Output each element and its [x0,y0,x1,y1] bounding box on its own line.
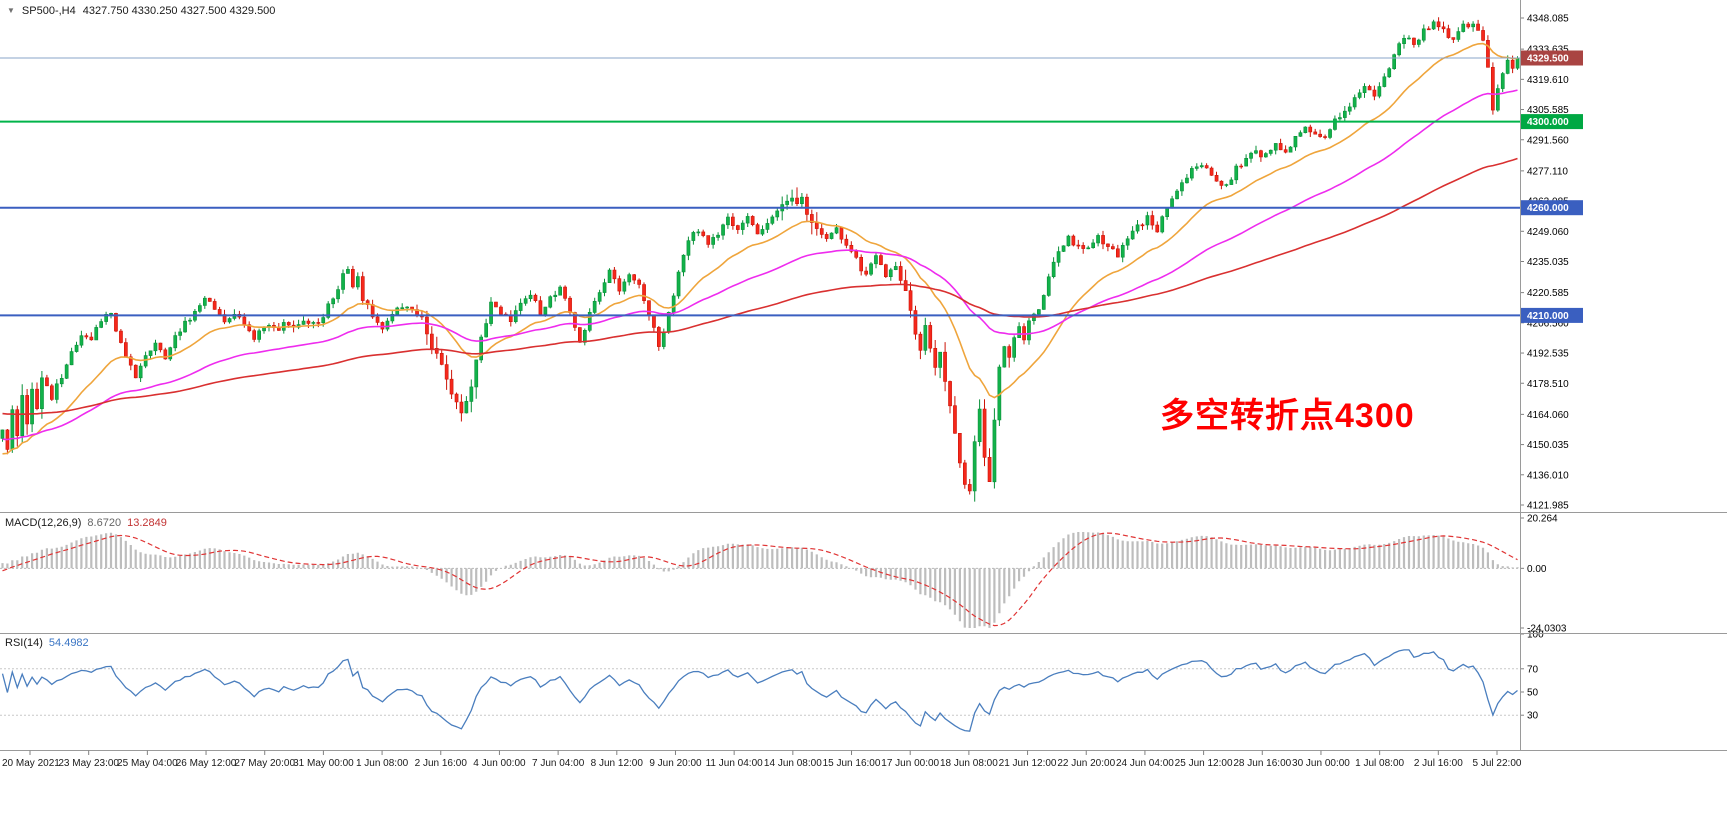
chart-annotation: 多空转折点4300 [1160,397,1415,435]
macd-name: MACD(12,26,9) [5,517,82,529]
price-axis-label: 4291.560 [1527,135,1569,146]
time-axis-label: 5 Jul 22:00 [1473,758,1522,769]
price-tag-current-price [1521,50,1583,66]
time-axis-label: 28 Jun 16:00 [1233,758,1291,769]
price-tag-level-4210 [1521,307,1583,323]
price-axis-label: 4150.035 [1527,440,1569,451]
macd-indicator-label: MACD(12,26,9) 8.6720 13.2849 [5,517,167,529]
rsi-line [1,649,1518,732]
time-axis-label: 31 May 00:00 [293,758,354,769]
ohlc-values: 4327.750 4330.250 4327.500 4329.500 [82,5,276,17]
price-tag-level-4260 [1521,200,1583,216]
time-axis-label: 14 Jun 08:00 [764,758,822,769]
candle-bodies-down [5,21,1515,492]
price-axis-label: 4319.610 [1527,75,1569,86]
price-axis-label: 4178.510 [1527,379,1569,390]
macd-histogram [1,532,1519,628]
price-axis-label: 4235.035 [1527,257,1569,268]
price-axis-label: 4136.010 [1527,470,1569,481]
price-axis-label: 4220.585 [1527,288,1569,299]
time-axis-label: 30 Jun 00:00 [1292,758,1350,769]
rsi-axis-label: 70 [1527,664,1539,675]
price-axis-label: 4333.635 [1527,45,1569,56]
time-axis-label: 2 Jun 16:00 [415,758,468,769]
price-axis-label: 4249.060 [1527,227,1569,238]
rsi-indicator-label: RSI(14) 54.4982 [5,637,89,649]
price-axis-label: 4121.985 [1527,501,1569,512]
macd-axis-label: 20.264 [1527,514,1558,525]
time-axis-label: 24 Jun 04:00 [1116,758,1174,769]
price-axis-label: 4164.060 [1527,410,1569,421]
price-axis-label: 4206.560 [1527,318,1569,329]
price-tag-text: 4260.000 [1527,203,1569,214]
ma-line-slow [2,157,1518,416]
time-axis-label: 25 Jun 12:00 [1175,758,1233,769]
time-axis-label: 21 Jun 12:00 [999,758,1057,769]
chart-header: ▼ SP500-,H4 4327.750 4330.250 4327.500 4… [7,5,275,17]
time-axis-label: 1 Jul 08:00 [1355,758,1404,769]
rsi-axis-label: 50 [1527,688,1539,699]
time-axis-label: 27 May 20:00 [234,758,295,769]
symbol-timeframe-label: SP500-,H4 [21,5,76,17]
time-axis-label: 15 Jun 16:00 [823,758,881,769]
rsi-value: 54.4982 [48,637,89,649]
rsi-axis-label: 100 [1527,630,1544,641]
time-axis-label: 7 Jun 04:00 [532,758,585,769]
price-axis-label: 4348.085 [1527,14,1569,25]
ma-line-mid [2,89,1518,441]
time-axis-label: 17 Jun 00:00 [881,758,939,769]
time-axis-label: 23 May 23:00 [58,758,119,769]
time-axis-label: 25 May 04:00 [117,758,178,769]
price-axis-label: 4192.535 [1527,349,1569,360]
time-axis-label: 8 Jun 12:00 [591,758,644,769]
price-tag-level-4300 [1521,114,1583,130]
price-tag-text: 4210.000 [1527,311,1569,322]
rsi-name: RSI(14) [5,637,43,649]
price-axis-label: 4277.110 [1527,166,1568,177]
symbol-dropdown-icon[interactable]: ▼ [7,6,15,15]
time-axis-label: 2 Jul 16:00 [1414,758,1463,769]
candle-bodies-up [0,21,1520,492]
ma-line-fast [2,42,1518,455]
time-axis-label: 22 Jun 20:00 [1057,758,1115,769]
time-axis-label: 4 Jun 00:00 [473,758,526,769]
price-tag-text: 4300.000 [1527,117,1569,128]
macd-signal-line [2,532,1518,627]
rsi-axis-label: 30 [1527,711,1539,722]
time-axis-label: 11 Jun 04:00 [706,758,764,769]
macd-axis-label: -24.0303 [1527,624,1567,635]
time-axis-label: 1 Jun 08:00 [356,758,409,769]
time-axis-label: 18 Jun 08:00 [940,758,998,769]
time-axis-label: 20 May 2021 [2,758,60,769]
time-axis-label: 26 May 12:00 [176,758,237,769]
time-axis-label: 9 Jun 20:00 [649,758,702,769]
price-axis-label: 4305.585 [1527,105,1569,116]
macd-main-value: 8.6720 [87,517,122,529]
macd-signal-value: 13.2849 [127,517,167,529]
price-tag-text: 4329.500 [1527,54,1569,65]
macd-axis-label: 0.00 [1527,564,1547,575]
